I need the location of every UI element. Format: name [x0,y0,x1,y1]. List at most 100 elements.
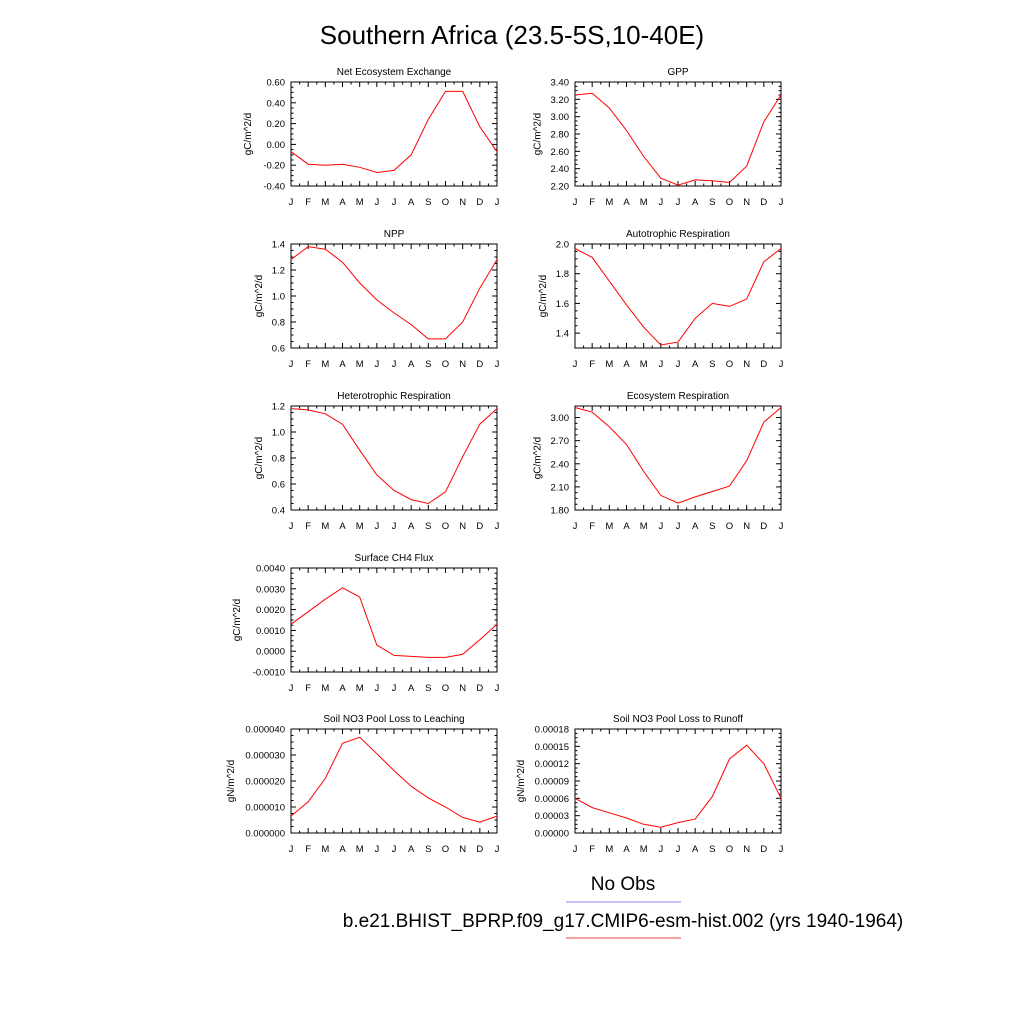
x-tick-label: J [289,197,294,208]
x-tick-label: J [289,521,294,532]
panel-title: Net Ecosystem Exchange [337,67,452,78]
x-tick-label: N [743,197,750,208]
y-tick-label: 3.00 [551,112,570,123]
x-tick-label: A [692,197,699,208]
y-tick-label: 0.6 [272,480,285,491]
page-title: Southern Africa (23.5-5S,10-40E) [320,20,704,50]
y-tick-label: 0.00 [267,140,286,151]
x-tick-label: A [692,844,699,855]
x-tick-label: O [442,521,449,532]
x-tick-label: J [573,197,578,208]
y-axis-label: gC/m^2/d [232,599,243,642]
y-tick-label: 0.6 [272,344,285,355]
plot-frame [290,567,498,673]
y-tick-label: 2.10 [551,482,570,493]
x-tick-label: S [425,359,431,370]
panel-title: NPP [384,229,405,240]
x-tick-label: D [476,197,483,208]
x-tick-label: J [374,197,379,208]
x-tick-label: J [495,844,500,855]
y-tick-label: 2.60 [551,147,570,158]
x-tick-label: D [476,683,483,694]
x-tick-label: O [442,197,449,208]
x-tick-label: M [640,359,648,370]
x-tick-label: J [779,197,784,208]
x-tick-label: O [726,197,733,208]
x-tick-label: A [623,359,630,370]
y-tick-label: -0.20 [263,161,285,172]
y-tick-label: 0.4 [272,506,285,517]
series-line [574,92,782,186]
x-tick-label: J [495,197,500,208]
x-tick-label: A [408,521,415,532]
legend: No Obs b.e21.BHIST_BPRP.f09_g17.CMIP6-es… [343,874,903,939]
x-tick-label: S [709,844,715,855]
x-tick-label: O [726,359,733,370]
series-line [290,408,498,505]
x-tick-label: O [726,844,733,855]
x-tick-label: F [589,359,595,370]
y-tick-label: -0.40 [263,182,285,193]
y-tick-label: 0.60 [267,78,286,89]
x-tick-label: M [605,359,613,370]
y-axis-label: gN/m^2/d [226,760,237,803]
series-line [290,587,498,658]
y-tick-label: 2.40 [551,164,570,175]
panel-title: Soil NO3 Pool Loss to Leaching [323,714,464,725]
y-tick-label: 1.8 [556,269,569,280]
x-tick-label: D [760,197,767,208]
series-line [290,246,498,340]
y-tick-label: 1.80 [551,506,570,517]
x-tick-label: N [459,197,466,208]
x-tick-label: J [573,359,578,370]
x-tick-label: M [640,197,648,208]
x-tick-label: N [459,521,466,532]
y-tick-label: 2.40 [551,459,570,470]
x-tick-label: N [743,844,750,855]
x-tick-label: S [425,521,431,532]
y-tick-label: 1.0 [272,428,285,439]
x-tick-label: J [289,359,294,370]
x-tick-label: J [392,521,397,532]
y-tick-label: 0.0030 [256,584,285,595]
x-tick-label: J [676,844,681,855]
x-tick-label: A [692,359,699,370]
y-axis-label: gC/m^2/d [538,275,549,318]
panel-title: Ecosystem Respiration [627,391,729,402]
x-tick-label: M [321,683,329,694]
x-tick-label: J [658,844,663,855]
y-tick-label: 1.4 [272,240,285,251]
x-tick-label: A [408,197,415,208]
x-tick-label: D [476,844,483,855]
y-axis-label: gN/m^2/d [516,760,527,803]
plot-frame [290,243,498,349]
x-tick-label: A [692,521,699,532]
x-tick-label: O [442,683,449,694]
x-tick-label: J [495,359,500,370]
y-axis-label: gC/m^2/d [254,275,265,318]
x-tick-label: J [779,359,784,370]
x-tick-label: O [442,844,449,855]
y-tick-label: 0.20 [267,119,286,130]
x-tick-label: M [605,844,613,855]
x-tick-label: J [658,197,663,208]
x-tick-label: F [305,521,311,532]
y-tick-label: 3.40 [551,78,570,89]
x-tick-label: S [425,683,431,694]
x-tick-label: N [743,359,750,370]
x-tick-label: D [760,521,767,532]
x-tick-label: F [305,844,311,855]
x-tick-label: J [779,844,784,855]
y-axis-label: gC/m^2/d [243,113,254,156]
y-tick-label: 0.000030 [245,751,285,762]
x-tick-label: J [289,683,294,694]
x-tick-label: A [339,359,346,370]
y-tick-label: 1.2 [272,266,285,277]
y-tick-label: 0.00018 [535,725,569,736]
legend-run-label: b.e21.BHIST_BPRP.f09_g17.CMIP6-esm-hist.… [343,911,903,932]
